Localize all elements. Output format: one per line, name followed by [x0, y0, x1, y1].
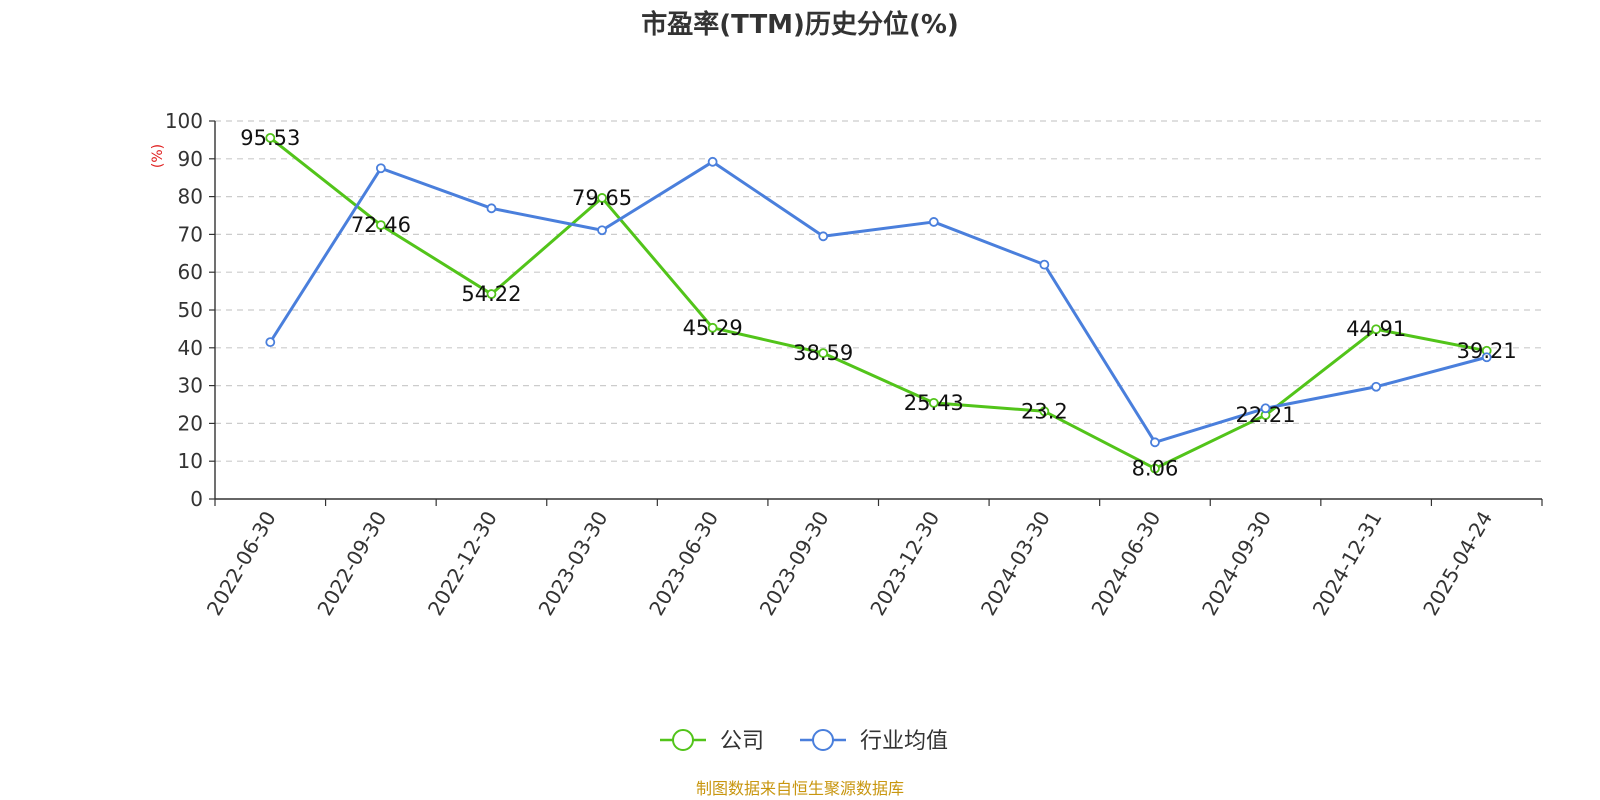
x-tick-label: 2024-12-31	[1308, 507, 1387, 620]
legend-label: 公司	[720, 729, 764, 754]
data-label: 95.53	[240, 126, 300, 150]
data-point[interactable]	[486, 289, 497, 299]
data-point[interactable]	[707, 156, 718, 167]
x-tick-label: 2024-03-30	[976, 507, 1055, 620]
y-tick-label: 50	[178, 298, 203, 322]
data-label: 79.65	[572, 186, 632, 210]
y-tick-label: 90	[178, 147, 203, 171]
data-point[interactable]	[486, 203, 497, 214]
x-tick-label: 2024-09-30	[1197, 507, 1276, 620]
data-point[interactable]	[1260, 403, 1271, 414]
data-point[interactable]	[375, 163, 386, 174]
data-label: 22.21	[1235, 403, 1295, 427]
data-point[interactable]	[375, 220, 386, 231]
x-tick-label: 2023-06-30	[644, 507, 723, 620]
grid-lines	[215, 120, 1542, 462]
x-tick-label: 2022-09-30	[312, 507, 391, 620]
y-tick-label: 0	[190, 487, 203, 511]
data-point[interactable]	[1371, 381, 1382, 392]
data-point[interactable]	[1481, 352, 1492, 363]
legend-item-0[interactable]: 公司	[660, 729, 764, 754]
data-point[interactable]	[265, 337, 276, 348]
x-tick-label: 2022-06-30	[202, 507, 281, 620]
y-tick-label: 100	[165, 109, 203, 133]
y-axis-label: (%)	[150, 144, 166, 168]
x-tick-label: 2023-12-30	[865, 507, 944, 620]
chart-title: 市盈率(TTM)历史分位(%)	[641, 9, 959, 40]
legend-marker	[672, 729, 694, 751]
data-label: 44.91	[1346, 317, 1406, 341]
y-tick-label: 30	[178, 374, 203, 398]
data-label: 39.21	[1457, 339, 1517, 363]
legend-item-1[interactable]: 行业均值	[800, 729, 948, 754]
data-label: 45.29	[683, 316, 743, 340]
y-tick-label: 70	[178, 222, 203, 246]
x-tick-label: 2023-03-30	[534, 507, 613, 620]
series-line-1	[269, 160, 1488, 444]
y-tick-label: 40	[178, 336, 203, 360]
data-point[interactable]	[1371, 324, 1382, 335]
data-labels: 95.53 72.46 54.22 79.65 45.29 38.59 25.43 23.2 8…	[240, 126, 1517, 481]
x-tick-label: 2022-12-30	[423, 507, 502, 620]
data-point[interactable]	[1150, 437, 1160, 448]
data-label: 72.46	[351, 213, 411, 237]
y-tick-label: 20	[178, 411, 203, 435]
legend-label: 行业均值	[860, 729, 948, 754]
data-label: 8.06	[1132, 457, 1179, 481]
data-point[interactable]	[1150, 463, 1160, 474]
y-tick-label: 80	[178, 185, 203, 209]
y-tick-label: 10	[178, 449, 203, 473]
data-point[interactable]	[707, 322, 718, 333]
data-point[interactable]	[1039, 406, 1050, 417]
source-note: 制图数据来自恒生聚源数据库	[696, 779, 904, 798]
data-label: 54.22	[461, 282, 521, 306]
data-point[interactable]	[597, 225, 607, 236]
data-point[interactable]	[818, 348, 829, 359]
series-lines	[265, 132, 1492, 474]
legend-marker	[812, 729, 834, 751]
series-line-0	[269, 136, 1487, 471]
data-point[interactable]	[597, 193, 607, 203]
data-label: 25.43	[904, 391, 964, 415]
x-tick-label: 2025-04-24	[1418, 507, 1497, 620]
data-point[interactable]	[928, 397, 939, 408]
data-point[interactable]	[1039, 259, 1050, 270]
legend[interactable]: 公司 行业均值	[660, 729, 948, 754]
x-tick-label: 2023-09-30	[755, 507, 834, 620]
y-tick-label: 60	[178, 260, 203, 284]
x-tick-label: 2024-06-30	[1086, 507, 1165, 620]
data-point[interactable]	[928, 217, 939, 227]
data-point[interactable]	[265, 132, 276, 143]
data-label: 38.59	[793, 341, 853, 365]
data-point[interactable]	[818, 231, 829, 242]
data-label: 23.2	[1021, 399, 1068, 423]
